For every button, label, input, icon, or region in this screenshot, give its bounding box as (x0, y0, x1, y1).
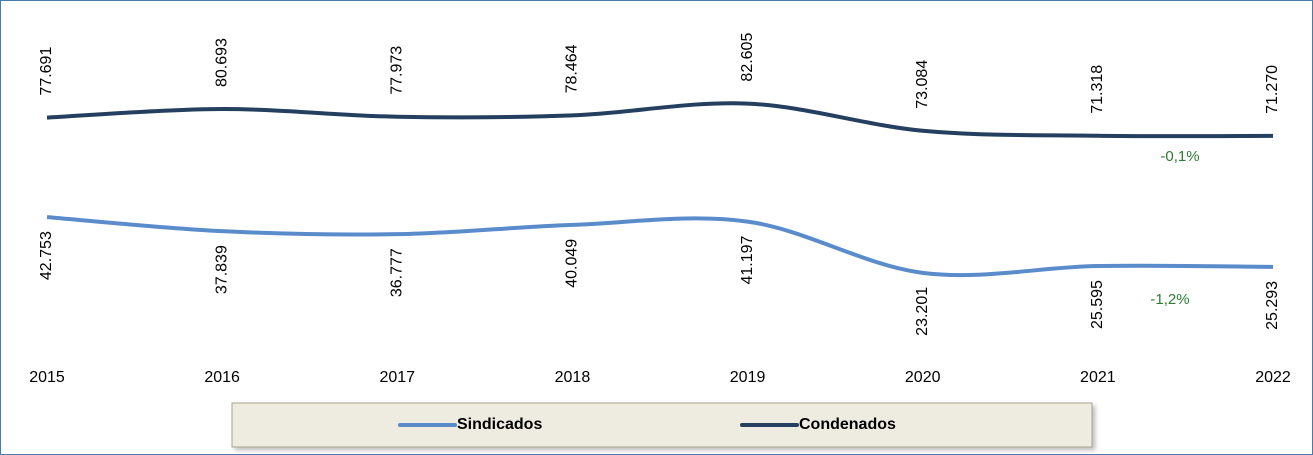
x-tick-label: 2019 (730, 369, 766, 386)
data-label: 41.197 (739, 235, 756, 284)
data-label: 78.464 (564, 44, 581, 93)
x-tick-label: 2022 (1255, 369, 1291, 386)
data-label: 73.084 (914, 60, 931, 109)
data-label: 71.318 (1089, 65, 1106, 114)
legend-label: Condenados (799, 416, 896, 433)
annotation: -1,2% (1150, 291, 1189, 308)
data-label: 36.777 (389, 248, 406, 297)
data-label: 40.049 (564, 239, 581, 288)
series-line (46, 215, 1274, 278)
x-tick-label: 2020 (905, 369, 941, 386)
data-label: 42.753 (38, 231, 55, 280)
data-label: 77.973 (389, 46, 406, 95)
annotation: -0,1% (1160, 148, 1199, 165)
data-label: 77.691 (38, 47, 55, 96)
data-label: 82.605 (739, 33, 756, 82)
data-label: 25.293 (1264, 281, 1281, 330)
x-tick-label: 2016 (204, 369, 240, 386)
x-tick-label: 2017 (379, 369, 415, 386)
data-label: 37.839 (213, 245, 230, 294)
legend-box (231, 402, 1093, 448)
series-line (46, 101, 1274, 139)
x-tick-label: 2015 (29, 369, 65, 386)
x-tick-label: 2021 (1080, 369, 1116, 386)
data-label: 23.201 (914, 287, 931, 336)
data-label: 71.270 (1264, 65, 1281, 114)
x-tick-label: 2018 (555, 369, 591, 386)
data-label: 80.693 (213, 38, 230, 87)
data-label: 25.595 (1089, 280, 1106, 329)
legend-label: Sindicados (457, 416, 542, 433)
